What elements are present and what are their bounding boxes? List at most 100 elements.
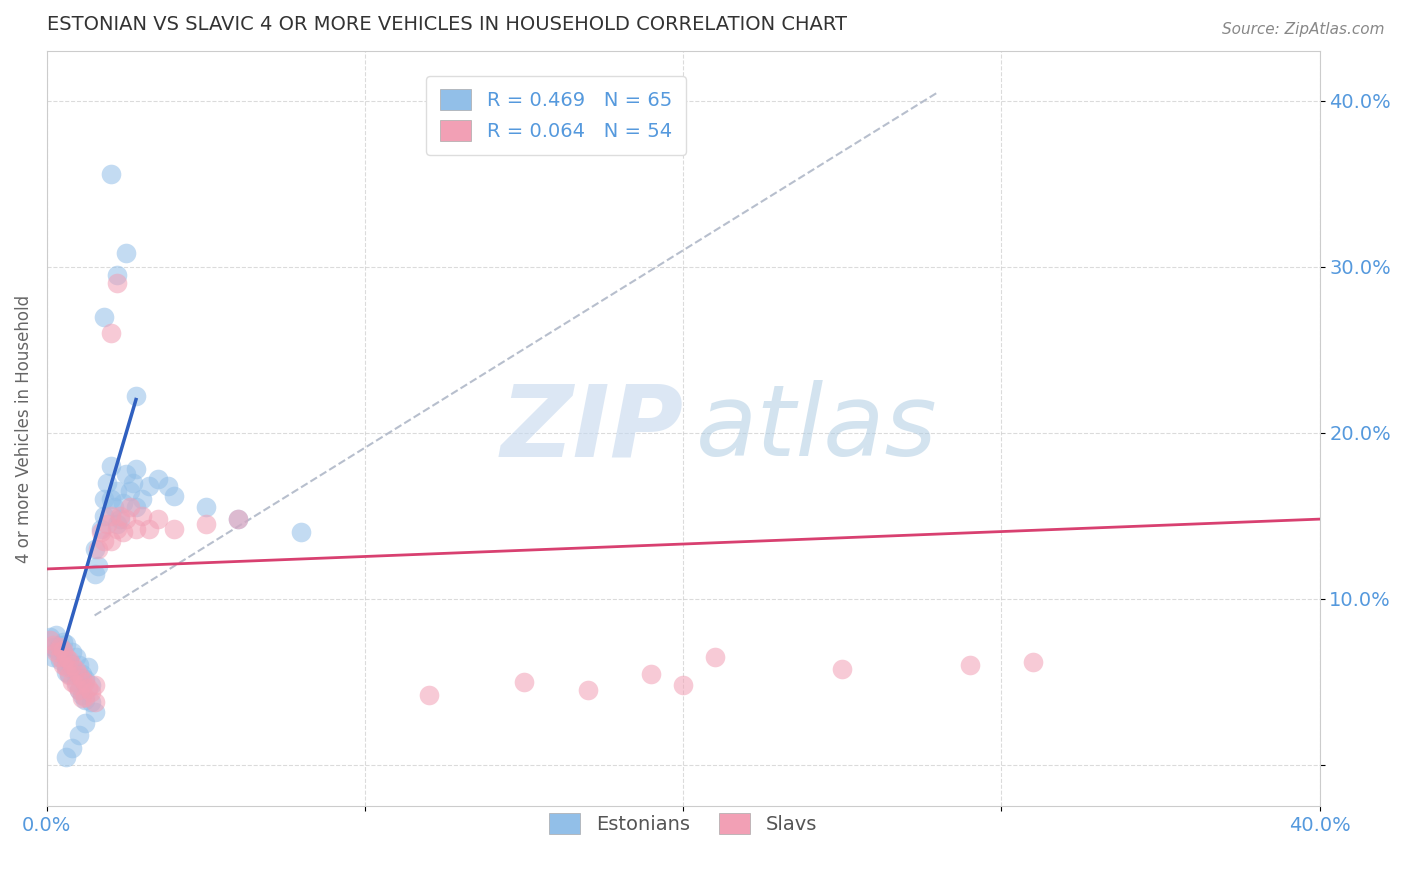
Text: ESTONIAN VS SLAVIC 4 OR MORE VEHICLES IN HOUSEHOLD CORRELATION CHART: ESTONIAN VS SLAVIC 4 OR MORE VEHICLES IN… — [46, 15, 846, 34]
Point — [52, 645, 75, 659]
Point — [704, 649, 727, 664]
Point — [125, 462, 148, 476]
Point — [576, 683, 599, 698]
Point — [90, 525, 112, 540]
Point — [75, 690, 97, 704]
Point — [52, 635, 75, 649]
Point — [42, 638, 65, 652]
Point — [52, 643, 75, 657]
Point — [831, 662, 853, 676]
Point — [60, 741, 83, 756]
Point — [80, 678, 103, 692]
Point — [80, 685, 103, 699]
Point — [118, 483, 141, 498]
Point — [70, 688, 93, 702]
Point — [112, 525, 135, 540]
Point — [163, 522, 186, 536]
Point — [87, 558, 110, 573]
Point — [125, 389, 148, 403]
Point — [75, 674, 97, 689]
Point — [39, 630, 62, 644]
Text: Source: ZipAtlas.com: Source: ZipAtlas.com — [1222, 22, 1385, 37]
Point — [105, 517, 128, 532]
Point — [93, 533, 115, 548]
Point — [108, 512, 131, 526]
Text: atlas: atlas — [696, 380, 938, 477]
Point — [640, 666, 662, 681]
Text: ZIP: ZIP — [501, 380, 683, 477]
Point — [67, 683, 90, 698]
Point — [513, 674, 536, 689]
Point — [55, 649, 77, 664]
Point — [70, 672, 93, 686]
Point — [75, 693, 97, 707]
Point — [67, 668, 90, 682]
Point — [105, 268, 128, 282]
Point — [80, 695, 103, 709]
Point — [290, 525, 312, 540]
Point — [83, 695, 105, 709]
Point — [108, 508, 131, 523]
Point — [93, 492, 115, 507]
Point — [60, 645, 83, 659]
Point — [125, 522, 148, 536]
Point — [39, 633, 62, 648]
Point — [55, 665, 77, 679]
Point — [48, 640, 70, 654]
Point — [83, 566, 105, 581]
Point — [55, 749, 77, 764]
Point — [100, 508, 122, 523]
Point — [83, 678, 105, 692]
Point — [58, 655, 80, 669]
Point — [75, 716, 97, 731]
Point — [58, 653, 80, 667]
Point — [418, 688, 440, 702]
Point — [105, 522, 128, 536]
Point — [115, 467, 138, 482]
Point — [163, 489, 186, 503]
Point — [105, 277, 128, 291]
Point — [672, 678, 695, 692]
Point — [131, 492, 153, 507]
Point — [42, 640, 65, 654]
Point — [58, 668, 80, 682]
Point — [103, 500, 125, 515]
Point — [959, 658, 981, 673]
Point — [48, 638, 70, 652]
Point — [65, 649, 87, 664]
Point — [60, 662, 83, 676]
Point — [90, 522, 112, 536]
Point — [67, 683, 90, 698]
Point — [100, 167, 122, 181]
Point — [55, 660, 77, 674]
Point — [96, 517, 118, 532]
Point — [67, 670, 90, 684]
Point — [55, 637, 77, 651]
Point — [60, 658, 83, 673]
Point — [100, 533, 122, 548]
Point — [121, 475, 143, 490]
Point — [131, 508, 153, 523]
Point — [96, 475, 118, 490]
Point — [58, 666, 80, 681]
Point — [75, 672, 97, 686]
Point — [65, 678, 87, 692]
Point — [48, 653, 70, 667]
Point — [100, 326, 122, 340]
Point — [138, 522, 160, 536]
Point — [125, 500, 148, 515]
Point — [118, 500, 141, 515]
Legend: Estonians, Slavs: Estonians, Slavs — [537, 801, 828, 846]
Point — [93, 310, 115, 324]
Point — [67, 728, 90, 742]
Point — [100, 458, 122, 473]
Point — [70, 691, 93, 706]
Point — [156, 479, 179, 493]
Point — [77, 660, 100, 674]
Point — [42, 649, 65, 664]
Point — [115, 246, 138, 260]
Point — [65, 674, 87, 689]
Point — [87, 541, 110, 556]
Point — [45, 645, 67, 659]
Point — [45, 643, 67, 657]
